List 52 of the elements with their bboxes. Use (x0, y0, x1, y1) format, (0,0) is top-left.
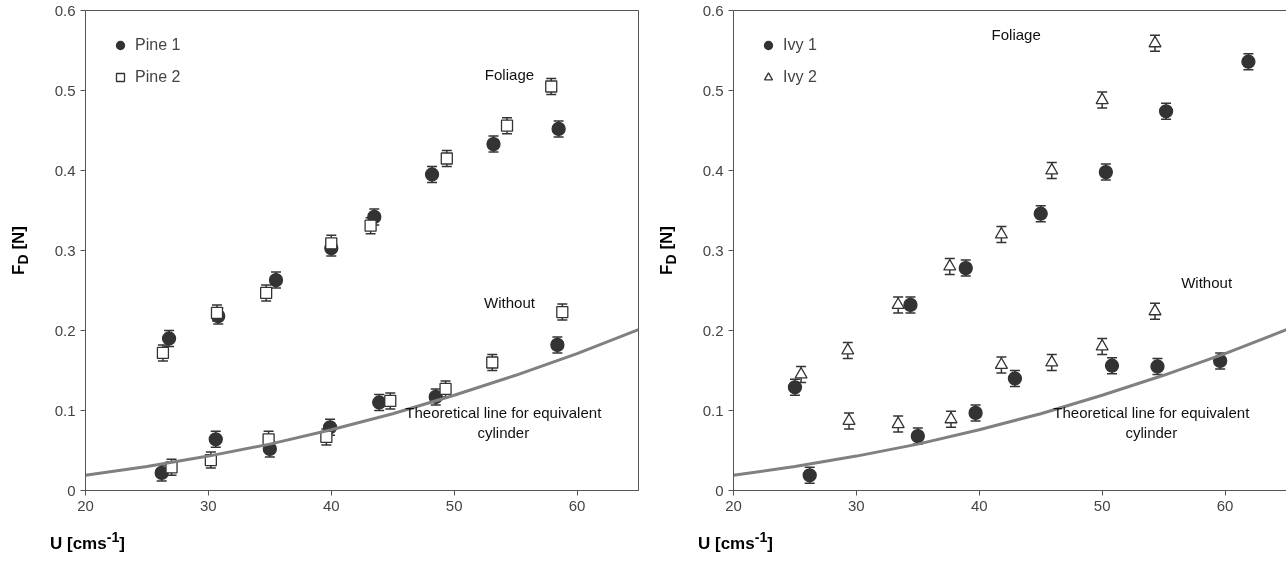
x-tick-label: 20 (725, 496, 742, 514)
y-tick-label: 0.6 (702, 1, 724, 19)
x-tick-label: 60 (1216, 496, 1234, 514)
point (1095, 338, 1109, 351)
point (841, 342, 855, 355)
y-tick-label: 0.2 (702, 321, 724, 339)
line-series (733, 328, 1286, 477)
x-tick-label: 40 (970, 496, 988, 514)
point (1148, 303, 1162, 316)
annotation: Foliage (484, 66, 535, 83)
y-tick-label: 0.4 (54, 161, 76, 179)
point (1148, 35, 1162, 48)
line-series (85, 328, 639, 477)
legend-label: Ivy 1 (783, 36, 817, 54)
point (994, 357, 1009, 370)
x-tick-label: 60 (568, 496, 586, 514)
annotation: Without (1181, 274, 1233, 291)
y-tick-label: 0.1 (54, 401, 76, 419)
point (1045, 354, 1059, 367)
annotation: Theoretical line for equivalent cylinder (1053, 403, 1251, 442)
y-tick-label: 0.1 (702, 401, 724, 419)
point (794, 366, 808, 379)
legend-label: Pine 2 (135, 68, 181, 86)
x-tick-label: 20 (77, 496, 94, 514)
point (891, 416, 905, 429)
y-tick-label: 0 (67, 481, 76, 499)
y-tick-label: 0.5 (54, 81, 76, 99)
point (842, 413, 856, 426)
y-tick-label: 0.4 (702, 161, 724, 179)
y-tick-label: 0.2 (54, 321, 76, 339)
annotation: Foliage (991, 26, 1041, 43)
legend-label: Pine 1 (135, 36, 181, 54)
y-tick-label: 0 (715, 481, 724, 499)
x-tick-label: 50 (445, 496, 463, 514)
y-tick-label: 0.6 (54, 1, 76, 19)
x-tick-label: 30 (200, 496, 217, 514)
y-tick-label: 0.3 (54, 241, 76, 259)
annotation: Theoretical line for equivalent cylinder (405, 403, 603, 442)
x-axis-title: U [cms$^{-1}$] (698, 528, 773, 555)
y-tick-label: 0.3 (702, 241, 724, 259)
point (1095, 92, 1109, 105)
point (1045, 162, 1059, 175)
x-tick-label: 40 (322, 496, 340, 514)
point (943, 258, 957, 271)
annotation: Without (484, 294, 536, 311)
legend-label: Ivy 2 (783, 68, 817, 86)
x-tick-label: 30 (848, 496, 865, 514)
point (994, 226, 1009, 239)
x-axis-title: U [cms$^{-1}$] (50, 528, 125, 555)
point (944, 411, 958, 424)
y-tick-label: 0.5 (702, 81, 724, 99)
x-tick-label: 50 (1093, 496, 1111, 514)
